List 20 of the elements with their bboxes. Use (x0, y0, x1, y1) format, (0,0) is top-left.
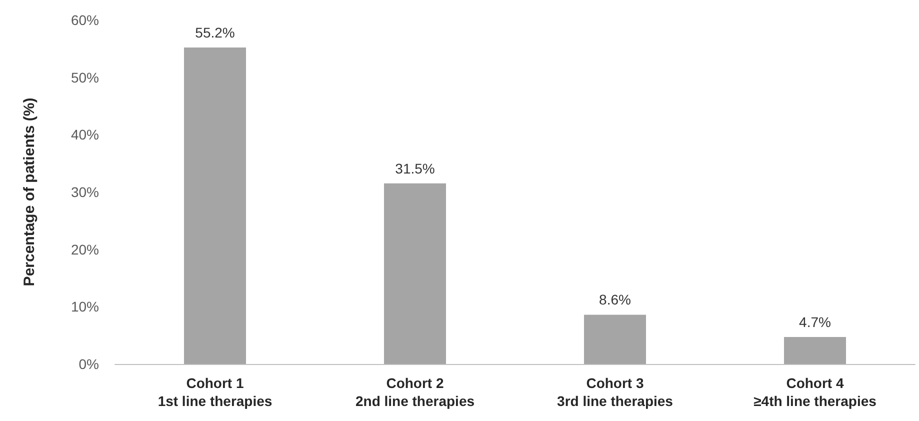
y-axis-title: Percentage of patients (%) (21, 98, 38, 286)
x-tick-label: Cohort 3 3rd line therapies (557, 375, 674, 409)
data-label: 8.6% (599, 292, 631, 308)
y-tick-label: 40% (70, 126, 99, 143)
y-tick-label: 20% (70, 241, 99, 258)
bar (184, 48, 246, 364)
x-tick-label: Cohort 1 1st line therapies (158, 375, 272, 409)
data-label: 55.2% (195, 24, 235, 41)
y-tick-label: 60% (70, 12, 99, 28)
y-tick-label: 30% (70, 184, 99, 200)
y-tick-label: 0% (78, 356, 99, 372)
bar (784, 337, 846, 364)
data-label: 31.5% (395, 160, 435, 176)
x-tick-label: Cohort 2 2nd line therapies (355, 375, 475, 409)
data-label: 4.7% (799, 314, 831, 330)
bar (384, 183, 446, 364)
x-tick-label: Cohort 4 ≥4th line therapies (754, 375, 877, 409)
y-tick-label: 50% (70, 69, 99, 86)
y-tick-label: 10% (70, 298, 99, 315)
bar (584, 314, 646, 364)
